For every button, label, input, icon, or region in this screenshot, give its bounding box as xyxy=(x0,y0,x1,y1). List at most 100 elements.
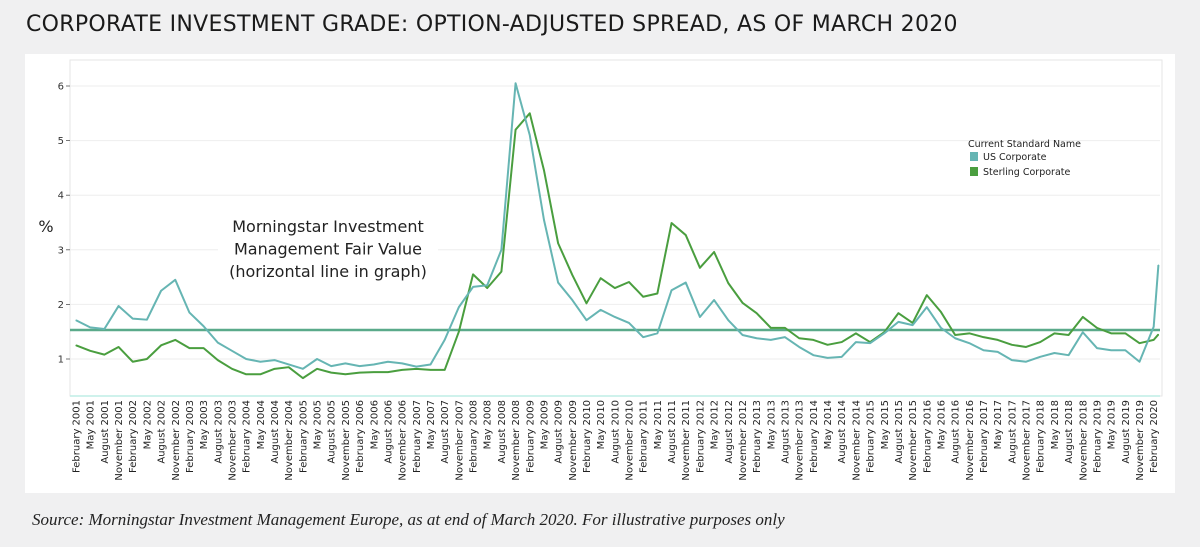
data-point-sterling-corporate xyxy=(926,294,928,296)
data-point-sterling-corporate xyxy=(1039,341,1041,343)
data-point-sterling-corporate xyxy=(770,327,772,329)
data-point-sterling-corporate xyxy=(1068,334,1070,336)
data-point-sterling-corporate xyxy=(756,312,758,314)
x-tick-label: February 2002 xyxy=(128,400,139,473)
x-tick-label: May 2010 xyxy=(596,400,607,449)
data-point-us-corporate xyxy=(245,358,247,360)
data-point-us-corporate xyxy=(103,328,105,330)
legend-swatch-sterling-corporate xyxy=(970,167,978,176)
data-point-us-corporate xyxy=(373,363,375,366)
y-tick-label: 2 xyxy=(58,300,64,311)
data-point-sterling-corporate xyxy=(500,271,502,273)
x-tick-label: February 2013 xyxy=(752,400,763,473)
data-point-sterling-corporate xyxy=(628,281,630,283)
x-tick-label: August 2007 xyxy=(440,400,451,464)
legend-swatch-us-corporate xyxy=(970,152,978,161)
data-point-us-corporate xyxy=(344,362,347,364)
x-tick-label: February 2006 xyxy=(355,400,366,473)
data-point-us-corporate xyxy=(117,305,120,307)
data-point-sterling-corporate xyxy=(656,292,658,295)
data-point-us-corporate xyxy=(798,346,800,348)
data-point-sterling-corporate xyxy=(1124,332,1126,334)
data-point-sterling-corporate xyxy=(855,332,857,334)
x-tick-label: August 2008 xyxy=(497,400,508,464)
data-point-us-corporate xyxy=(458,306,460,308)
data-point-us-corporate xyxy=(486,284,488,286)
data-point-us-corporate xyxy=(288,363,290,366)
x-tick-label: November 2013 xyxy=(795,400,806,481)
data-point-sterling-corporate xyxy=(642,296,644,298)
x-tick-label: February 2007 xyxy=(412,400,423,473)
data-point-sterling-corporate xyxy=(259,373,261,375)
data-point-us-corporate xyxy=(642,336,644,338)
legend-label-sterling-corporate: Sterling Corporate xyxy=(983,167,1071,178)
x-tick-label: February 2001 xyxy=(72,400,83,473)
data-point-sterling-corporate xyxy=(982,336,985,338)
data-point-sterling-corporate xyxy=(529,112,531,114)
x-tick-label: August 2003 xyxy=(213,400,224,464)
x-tick-label: February 2009 xyxy=(525,400,536,473)
data-point-sterling-corporate xyxy=(444,369,446,371)
data-point-us-corporate xyxy=(387,361,389,363)
data-point-sterling-corporate xyxy=(1153,339,1155,341)
data-point-us-corporate xyxy=(1053,352,1056,354)
data-point-sterling-corporate xyxy=(288,366,290,368)
data-point-sterling-corporate xyxy=(1157,333,1160,336)
x-tick-label: November 2004 xyxy=(284,400,295,481)
x-tick-label: August 2014 xyxy=(837,400,848,464)
data-point-us-corporate xyxy=(529,134,531,136)
series-line-sterling-corporate xyxy=(75,112,1160,380)
data-point-us-corporate xyxy=(132,317,134,320)
y-tick-label: 5 xyxy=(58,136,64,147)
x-tick-label: November 2011 xyxy=(681,400,692,481)
fair-value-annotation: Morningstar Investment Management Fair Va… xyxy=(218,211,438,281)
data-point-sterling-corporate xyxy=(614,287,616,289)
data-point-sterling-corporate xyxy=(174,339,176,341)
x-tick-label: August 2012 xyxy=(724,400,735,464)
data-point-sterling-corporate xyxy=(316,368,318,370)
data-point-us-corporate xyxy=(997,351,999,353)
data-point-sterling-corporate xyxy=(699,267,701,269)
x-tick-label: May 2005 xyxy=(313,400,324,449)
legend-label-us-corporate: US Corporate xyxy=(983,152,1047,163)
x-tick-label: August 2017 xyxy=(1007,400,1018,464)
data-point-us-corporate xyxy=(160,290,162,292)
data-point-us-corporate xyxy=(614,316,616,318)
data-point-us-corporate xyxy=(146,319,148,321)
x-tick-label: November 2002 xyxy=(171,400,182,481)
data-point-us-corporate xyxy=(415,366,417,368)
data-point-us-corporate xyxy=(756,337,758,339)
x-tick-label: August 2005 xyxy=(327,400,338,464)
data-point-sterling-corporate xyxy=(514,129,517,131)
y-axis-label: % xyxy=(38,217,53,236)
x-tick-label: May 2019 xyxy=(1107,400,1118,449)
data-point-sterling-corporate xyxy=(812,339,814,341)
data-point-sterling-corporate xyxy=(359,372,361,374)
data-point-us-corporate xyxy=(75,319,77,321)
legend: Current Standard Name US Corporate Sterl… xyxy=(968,139,1081,178)
x-tick-label: August 2019 xyxy=(1121,400,1132,464)
data-point-us-corporate xyxy=(444,339,446,341)
data-point-us-corporate xyxy=(699,316,701,318)
data-point-sterling-corporate xyxy=(458,331,460,333)
data-point-us-corporate xyxy=(1153,326,1155,328)
data-point-us-corporate xyxy=(685,281,687,284)
data-point-sterling-corporate xyxy=(571,274,573,276)
data-point-sterling-corporate xyxy=(713,251,715,253)
data-point-us-corporate xyxy=(727,319,729,321)
x-tick-label: May 2006 xyxy=(369,400,380,449)
data-point-us-corporate xyxy=(954,337,956,339)
data-point-sterling-corporate xyxy=(784,327,786,329)
data-point-sterling-corporate xyxy=(741,302,744,304)
data-point-sterling-corporate xyxy=(1138,342,1141,344)
data-point-us-corporate xyxy=(1157,264,1160,266)
x-tick-label: May 2013 xyxy=(766,400,777,449)
x-tick-label: August 2001 xyxy=(100,400,111,464)
data-point-us-corporate xyxy=(585,319,588,321)
x-tick-label: February 2008 xyxy=(469,400,480,473)
data-point-us-corporate xyxy=(826,357,829,359)
x-tick-label: August 2018 xyxy=(1064,400,1075,464)
data-point-sterling-corporate xyxy=(203,347,205,349)
data-point-us-corporate xyxy=(472,286,474,288)
data-point-sterling-corporate xyxy=(103,354,105,356)
